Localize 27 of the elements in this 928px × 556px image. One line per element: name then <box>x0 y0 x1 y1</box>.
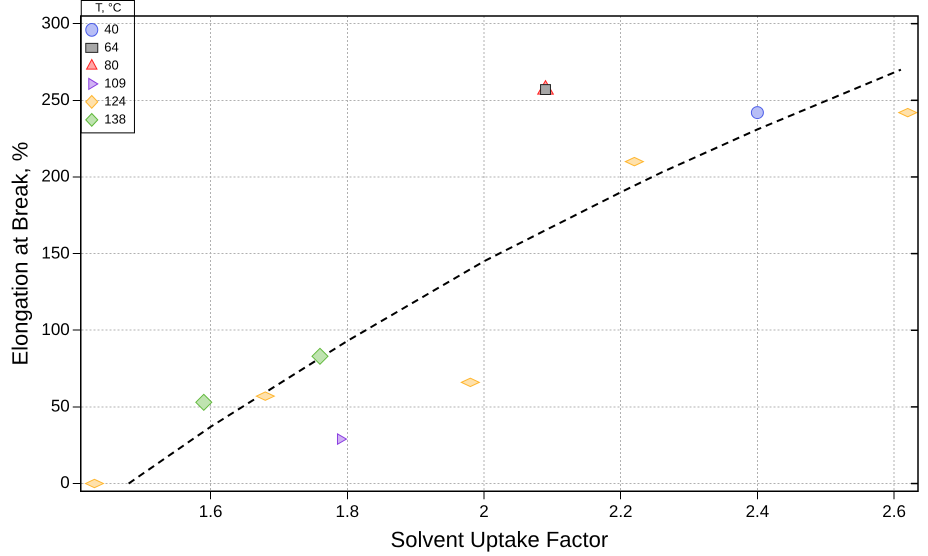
y-tick-label: 250 <box>41 90 70 109</box>
point <box>750 106 764 120</box>
y-axis-title: Elongation at Break, % <box>7 142 32 366</box>
line-series <box>128 68 902 485</box>
legend-label: 109 <box>104 75 126 90</box>
legend-title: T, °C <box>95 0 122 14</box>
legend-label: 138 <box>104 111 126 126</box>
point <box>336 433 347 445</box>
legend-label: 80 <box>104 57 119 72</box>
y-tick-label: 200 <box>41 166 70 186</box>
y-tick-label: 0 <box>60 473 70 492</box>
x-tick-label: 1.6 <box>198 502 222 522</box>
y-tick-label: 100 <box>41 320 70 339</box>
y-tick-label: 150 <box>41 243 70 262</box>
x-axis-title: Solvent Uptake Factor <box>390 526 608 552</box>
legend-label: 64 <box>104 39 119 54</box>
point <box>311 348 328 365</box>
x-tick-label: 2 <box>479 502 489 522</box>
y-tick-label: 300 <box>41 13 70 32</box>
x-tick-label: 2.4 <box>746 502 770 522</box>
x-tick-label: 2.2 <box>608 502 633 522</box>
point <box>195 394 212 411</box>
legend-label: 40 <box>104 21 119 36</box>
legend-label: 124 <box>104 93 126 108</box>
x-tick-label: 2.6 <box>882 502 906 522</box>
x-tick-label: 1.8 <box>335 502 360 522</box>
y-tick-label: 50 <box>50 396 70 416</box>
